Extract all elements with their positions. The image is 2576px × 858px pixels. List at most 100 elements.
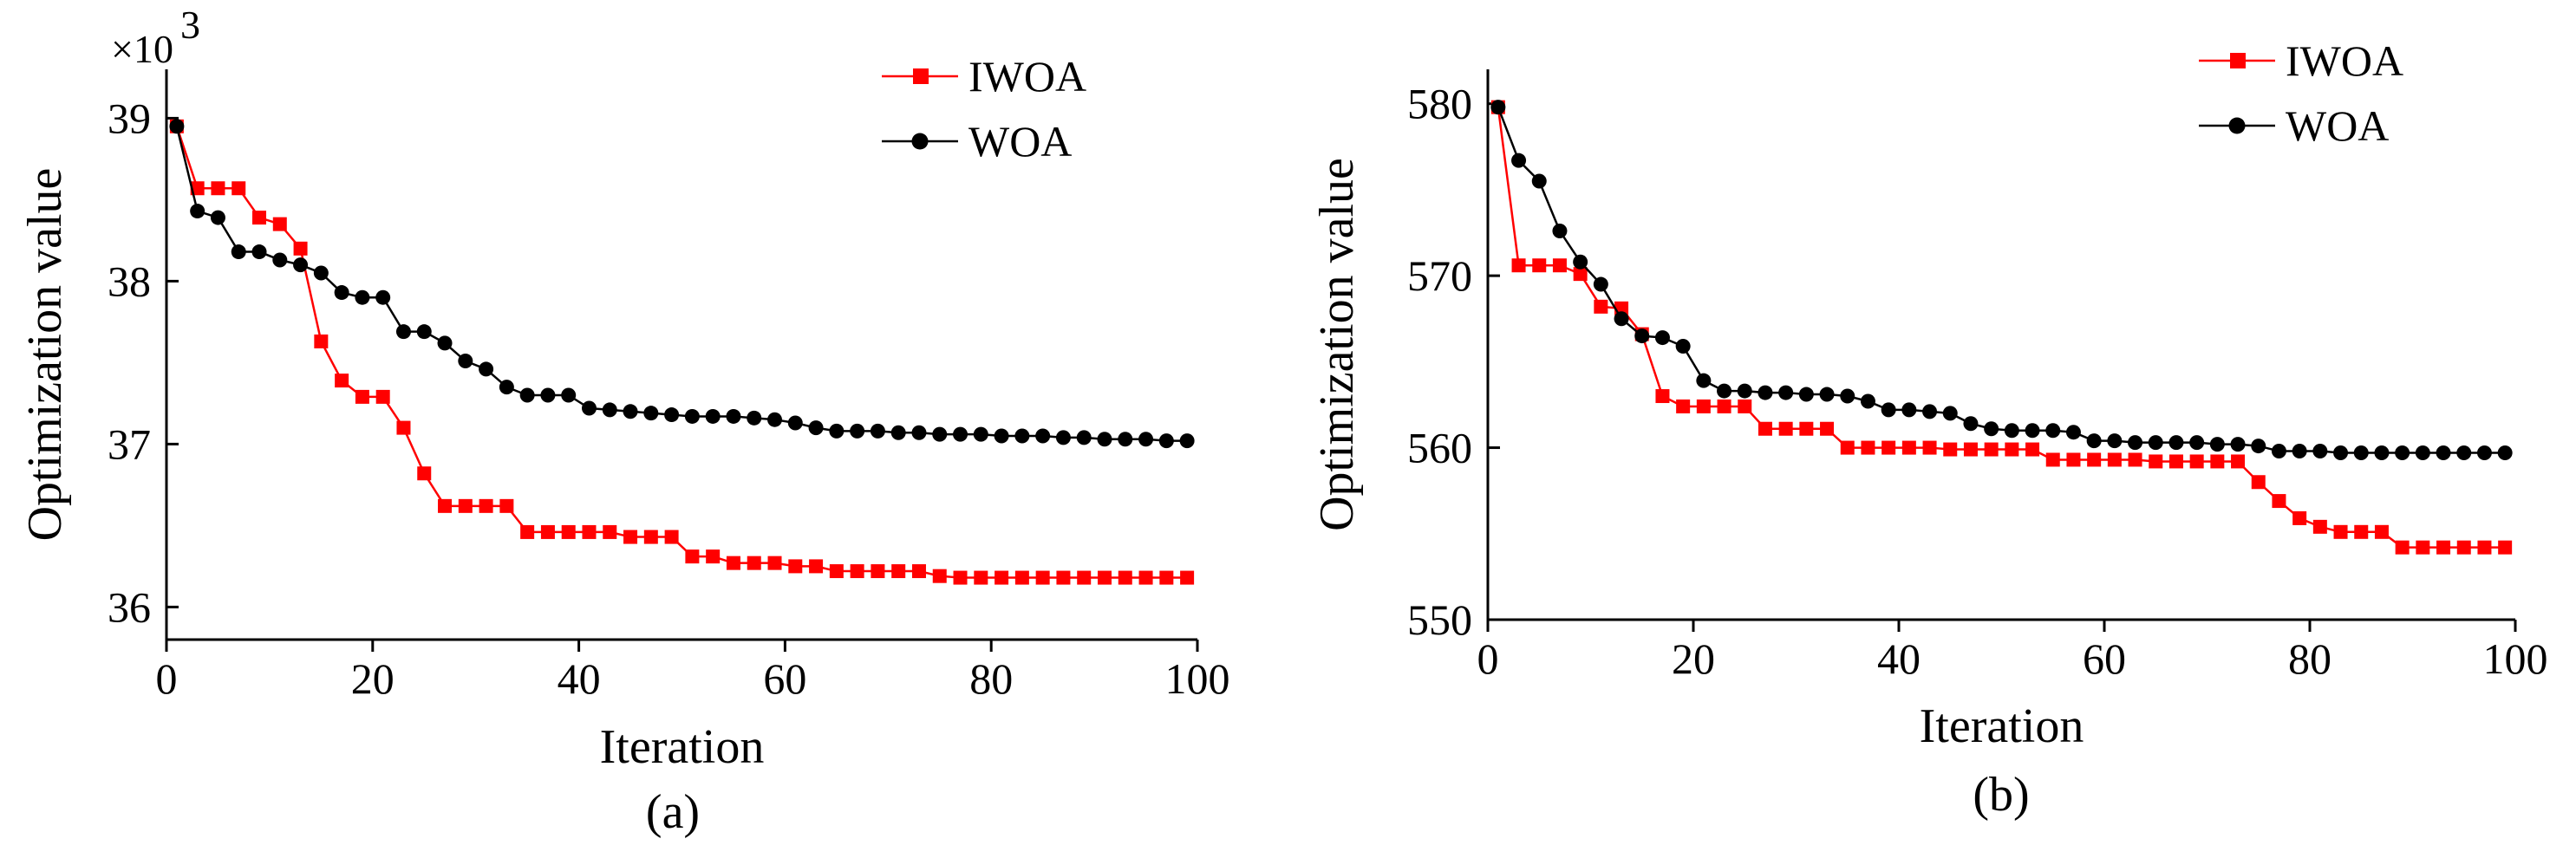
data-point-woa: [540, 387, 556, 403]
data-point-woa: [705, 408, 721, 424]
x-tick-label: 40: [1877, 634, 1921, 683]
data-point-iwoa: [685, 549, 700, 564]
y-tick-label: 37: [108, 419, 151, 468]
data-point-iwoa: [335, 374, 349, 388]
data-point-woa: [1696, 373, 1712, 388]
data-point-iwoa: [1118, 570, 1132, 585]
y-multiplier-base: ×10: [111, 27, 173, 71]
x-tick-label: 100: [2483, 634, 2548, 683]
y-tick-label: 580: [1407, 80, 1472, 128]
data-point-iwoa: [809, 559, 824, 574]
data-point-iwoa: [2477, 540, 2492, 555]
data-point-iwoa: [293, 241, 308, 256]
data-point-iwoa: [1778, 421, 1793, 436]
data-point-woa: [395, 324, 411, 340]
data-point-iwoa: [2374, 524, 2389, 539]
data-point-woa: [643, 406, 659, 421]
data-point-woa: [1819, 387, 1835, 402]
data-point-iwoa: [2087, 452, 2102, 467]
data-point-iwoa: [540, 524, 555, 539]
data-point-woa: [2251, 439, 2266, 454]
x-tick-label: 100: [1165, 654, 1230, 703]
data-point-woa: [1138, 432, 1154, 447]
data-point-iwoa: [871, 564, 885, 579]
x-tick-label: 40: [558, 654, 601, 703]
data-point-iwoa: [995, 570, 1009, 585]
legend-marker-woa: [2228, 117, 2246, 134]
data-point-iwoa: [1984, 442, 1999, 457]
data-point-woa: [1593, 276, 1608, 292]
data-point-iwoa: [2436, 540, 2451, 555]
data-point-woa: [2045, 423, 2061, 439]
data-point-woa: [1778, 385, 1794, 400]
data-point-woa: [973, 426, 988, 442]
series-line-iwoa: [1497, 107, 2506, 549]
data-point-woa: [2128, 435, 2143, 451]
data-point-woa: [850, 423, 865, 439]
data-point-iwoa: [1820, 421, 1835, 436]
data-point-iwoa: [1056, 570, 1071, 585]
data-point-woa: [1014, 428, 1030, 444]
data-point-woa: [313, 265, 329, 281]
data-point-woa: [2209, 437, 2225, 452]
data-point-woa: [479, 361, 494, 377]
data-point-woa: [1035, 428, 1051, 444]
data-point-iwoa: [2025, 442, 2040, 457]
data-point-iwoa: [355, 389, 369, 404]
y-tick-label: 550: [1407, 595, 1472, 644]
data-point-woa: [1860, 393, 1875, 409]
data-point-woa: [416, 324, 432, 340]
series-line-woa: [175, 126, 1188, 442]
data-point-iwoa: [2168, 454, 2183, 469]
data-point-iwoa: [706, 549, 721, 564]
data-point-iwoa: [829, 564, 844, 579]
data-point-woa: [1097, 432, 1112, 447]
data-point-woa: [519, 387, 535, 403]
data-point-woa: [210, 210, 225, 225]
data-point-woa: [375, 289, 391, 305]
data-point-iwoa: [1676, 399, 1691, 413]
y-tick-label: 570: [1407, 251, 1472, 300]
data-point-woa: [829, 423, 845, 439]
data-point-iwoa: [520, 524, 535, 539]
data-point-woa: [726, 408, 741, 424]
data-point-iwoa: [2107, 452, 2122, 467]
data-point-woa: [911, 425, 927, 440]
data-point-iwoa: [891, 564, 906, 579]
data-point-woa: [272, 252, 288, 268]
data-point-iwoa: [1758, 421, 1772, 436]
data-point-woa: [2148, 435, 2163, 451]
data-point-iwoa: [1840, 440, 1855, 455]
data-point-woa: [169, 119, 185, 134]
chart-panel-b: 0 20 40 60 80 100 550 560 570 580 Iteration Optimiz…: [1310, 36, 2548, 822]
data-point-woa: [1984, 421, 1999, 437]
data-point-woa: [2230, 437, 2246, 452]
data-point-iwoa: [1594, 299, 1608, 314]
legend-label-iwoa: IWOA: [968, 52, 1086, 101]
data-point-woa: [1055, 430, 1071, 445]
data-point-woa: [2292, 444, 2307, 459]
data-point-iwoa: [2395, 540, 2410, 555]
data-point-woa: [932, 426, 948, 442]
data-point-iwoa: [272, 217, 287, 231]
data-point-woa: [2168, 435, 2184, 451]
data-point-woa: [767, 412, 783, 427]
chart-panel-a: 0 20 40 60 80 100 36 37 38 39 Iteration Optimizatio…: [18, 3, 1230, 839]
x-axis-label: Iteration: [600, 720, 765, 774]
data-point-iwoa: [726, 556, 740, 570]
series-line-iwoa: [175, 126, 1188, 579]
x-tick-label: 20: [1672, 634, 1715, 683]
data-point-iwoa: [1738, 399, 1752, 413]
data-point-woa: [1634, 328, 1650, 344]
data-point-woa: [623, 404, 638, 419]
data-point-woa: [437, 335, 453, 351]
data-point-iwoa: [1881, 440, 1896, 455]
data-point-woa: [1573, 254, 1588, 270]
data-point-woa: [684, 408, 700, 424]
data-point-iwoa: [458, 498, 473, 513]
data-point-woa: [2025, 423, 2040, 439]
data-point-woa: [808, 420, 824, 436]
data-point-iwoa: [417, 466, 432, 481]
data-point-woa: [2353, 445, 2369, 461]
data-point-iwoa: [561, 524, 576, 539]
